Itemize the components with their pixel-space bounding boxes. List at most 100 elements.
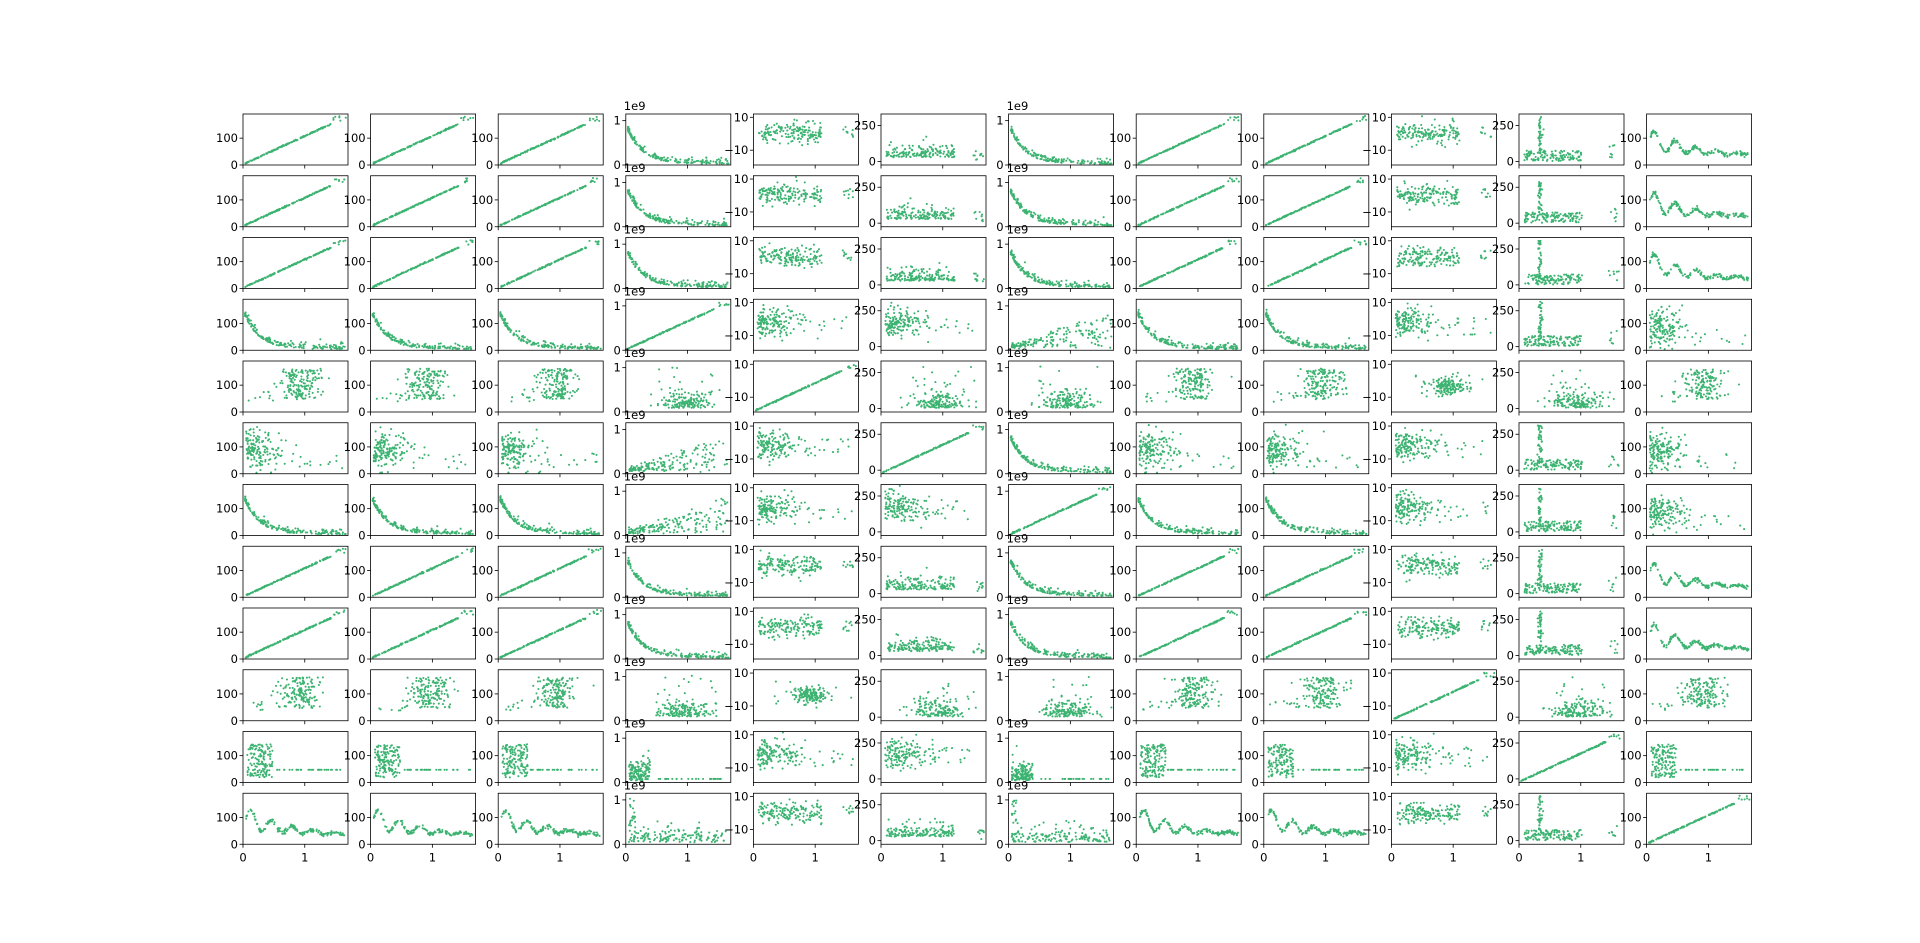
point <box>1578 211 1581 214</box>
point <box>1536 194 1540 197</box>
point <box>1298 147 1301 150</box>
point <box>556 136 559 139</box>
point <box>788 127 791 130</box>
point <box>714 161 717 164</box>
point <box>886 153 889 157</box>
point <box>1433 118 1436 121</box>
point <box>1090 160 1093 163</box>
point <box>1446 199 1449 202</box>
point <box>1614 220 1617 223</box>
point <box>690 156 693 159</box>
point <box>379 282 382 285</box>
point <box>1578 156 1581 159</box>
point <box>1433 185 1436 188</box>
point <box>797 130 800 133</box>
point <box>1552 215 1555 218</box>
point <box>293 263 296 266</box>
point <box>1365 118 1368 121</box>
point <box>804 195 807 198</box>
point <box>892 148 895 151</box>
point <box>645 273 648 276</box>
point <box>1072 219 1075 222</box>
point <box>1161 213 1164 216</box>
point <box>929 151 932 154</box>
point <box>951 156 954 159</box>
point <box>1408 208 1411 211</box>
point <box>1229 116 1232 119</box>
point <box>383 219 386 222</box>
point <box>1436 140 1439 143</box>
point <box>1137 162 1140 165</box>
point <box>1609 210 1613 214</box>
point <box>341 180 344 183</box>
point <box>1177 143 1180 147</box>
point <box>1553 217 1556 220</box>
point <box>1655 131 1658 134</box>
point <box>442 191 445 194</box>
point <box>709 160 712 163</box>
point <box>557 259 560 262</box>
point <box>1543 213 1546 216</box>
point <box>789 186 792 190</box>
point <box>539 205 542 208</box>
point <box>1691 209 1694 212</box>
point <box>1658 201 1661 204</box>
point <box>814 131 817 134</box>
point <box>1565 153 1568 157</box>
point <box>906 153 910 156</box>
point <box>1414 192 1417 195</box>
point <box>1538 181 1541 184</box>
point <box>1235 177 1238 180</box>
point <box>1414 203 1417 206</box>
point <box>1397 126 1400 129</box>
point <box>550 138 554 141</box>
point <box>794 194 797 197</box>
point <box>1177 206 1180 209</box>
point <box>1528 154 1531 157</box>
point <box>253 219 256 222</box>
point <box>317 190 320 193</box>
point <box>795 179 798 182</box>
point <box>1650 196 1653 199</box>
point <box>1650 131 1653 134</box>
point <box>795 119 798 122</box>
point <box>691 161 694 164</box>
point <box>1735 151 1738 154</box>
point <box>1403 180 1406 183</box>
point <box>680 280 683 283</box>
point <box>508 220 511 223</box>
point <box>1181 203 1184 207</box>
point <box>1454 136 1457 139</box>
point <box>303 197 306 200</box>
point <box>532 270 535 273</box>
point <box>311 131 314 134</box>
point <box>589 181 592 184</box>
point <box>338 116 341 119</box>
point <box>1695 145 1698 148</box>
point <box>433 134 436 137</box>
point <box>789 125 792 128</box>
point <box>771 205 774 208</box>
point <box>776 196 779 199</box>
point <box>765 139 769 142</box>
point <box>1040 157 1043 161</box>
point <box>712 160 715 163</box>
point <box>1420 123 1423 126</box>
point <box>1046 220 1049 223</box>
point <box>709 281 712 284</box>
point <box>1321 198 1325 201</box>
point <box>1044 156 1047 159</box>
y-tick-label: 0 <box>1251 158 1258 172</box>
point <box>1567 216 1570 219</box>
point <box>501 223 504 226</box>
point <box>1307 143 1310 146</box>
panel-frame <box>497 113 604 166</box>
point <box>1538 121 1542 124</box>
point <box>1065 220 1068 223</box>
point <box>981 213 984 216</box>
point <box>1559 152 1562 155</box>
point <box>410 144 413 147</box>
